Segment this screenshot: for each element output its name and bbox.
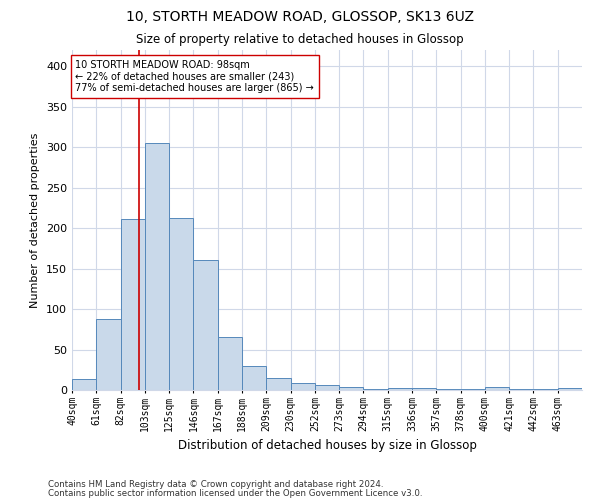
Bar [169,218,193,390]
Bar [533,389,558,390]
Bar [436,389,461,390]
Bar [96,319,121,390]
X-axis label: Distribution of detached houses by size in Glossop: Distribution of detached houses by size … [178,439,476,452]
Bar [485,387,509,390]
Bar [290,382,315,390]
Bar [242,366,266,390]
Bar [412,388,436,390]
Bar [145,143,169,390]
Bar [339,387,364,390]
Bar [461,389,485,390]
Text: 10, STORTH MEADOW ROAD, GLOSSOP, SK13 6UZ: 10, STORTH MEADOW ROAD, GLOSSOP, SK13 6U… [126,10,474,24]
Bar [364,389,388,390]
Bar [558,388,582,390]
Text: Contains public sector information licensed under the Open Government Licence v3: Contains public sector information licen… [48,489,422,498]
Bar [218,338,242,390]
Bar [509,389,533,390]
Text: Size of property relative to detached houses in Glossop: Size of property relative to detached ho… [136,32,464,46]
Bar [193,260,218,390]
Bar [121,219,145,390]
Bar [266,378,290,390]
Text: 10 STORTH MEADOW ROAD: 98sqm
← 22% of detached houses are smaller (243)
77% of s: 10 STORTH MEADOW ROAD: 98sqm ← 22% of de… [76,60,314,93]
Y-axis label: Number of detached properties: Number of detached properties [31,132,40,308]
Bar [315,385,339,390]
Bar [72,378,96,390]
Bar [388,388,412,390]
Text: Contains HM Land Registry data © Crown copyright and database right 2024.: Contains HM Land Registry data © Crown c… [48,480,383,489]
